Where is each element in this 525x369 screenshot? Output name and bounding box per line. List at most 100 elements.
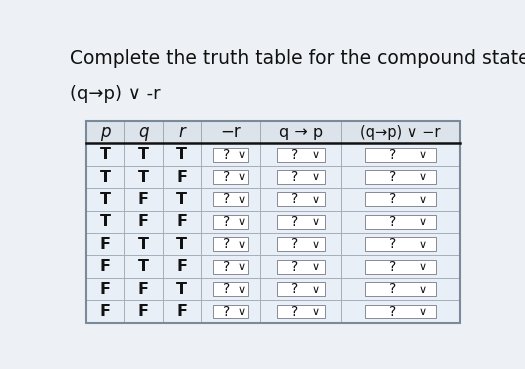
Text: ∨: ∨ — [311, 240, 319, 250]
Bar — [86, 300, 124, 323]
Text: ?: ? — [223, 170, 230, 184]
Bar — [201, 144, 260, 166]
Text: ∨: ∨ — [418, 307, 426, 317]
Text: F: F — [100, 259, 111, 274]
Text: T: T — [100, 147, 111, 162]
Text: ?: ? — [223, 148, 230, 162]
Text: ∨: ∨ — [237, 284, 245, 294]
Bar — [260, 188, 341, 211]
Bar — [86, 166, 124, 188]
Bar — [341, 300, 460, 323]
Text: T: T — [100, 192, 111, 207]
Text: ?: ? — [291, 237, 299, 251]
Text: ∨: ∨ — [418, 150, 426, 160]
Text: F: F — [100, 282, 111, 297]
Bar — [86, 255, 124, 278]
Text: ∨: ∨ — [418, 262, 426, 272]
Bar — [201, 300, 260, 323]
Bar — [365, 260, 436, 274]
Text: q → p: q → p — [279, 125, 323, 140]
Text: F: F — [176, 214, 187, 230]
Bar — [163, 233, 201, 255]
Bar — [124, 121, 163, 144]
Bar — [86, 121, 124, 144]
Text: T: T — [138, 169, 149, 184]
Text: −r: −r — [220, 123, 241, 141]
Text: T: T — [176, 147, 187, 162]
Bar — [86, 144, 124, 166]
Bar — [86, 188, 124, 211]
Bar — [213, 304, 248, 318]
Text: p: p — [100, 123, 110, 141]
Bar — [124, 211, 163, 233]
Bar — [163, 211, 201, 233]
Bar — [260, 255, 341, 278]
Bar — [365, 215, 436, 229]
Text: ∨: ∨ — [237, 262, 245, 272]
Bar — [163, 166, 201, 188]
Text: ∨: ∨ — [237, 307, 245, 317]
Text: ?: ? — [291, 215, 299, 229]
Text: F: F — [100, 304, 111, 319]
Text: (q→p) ∨ −r: (q→p) ∨ −r — [361, 125, 441, 140]
Text: ∨: ∨ — [418, 172, 426, 183]
Text: ?: ? — [223, 193, 230, 206]
Bar — [163, 255, 201, 278]
Text: ∨: ∨ — [311, 284, 319, 294]
Bar — [213, 148, 248, 162]
Bar — [365, 237, 436, 251]
Bar — [213, 260, 248, 274]
Text: F: F — [176, 304, 187, 319]
Text: ?: ? — [291, 193, 299, 206]
Text: T: T — [176, 192, 187, 207]
Text: ?: ? — [291, 282, 299, 296]
Bar — [124, 233, 163, 255]
Text: ∨: ∨ — [418, 240, 426, 250]
Bar — [86, 121, 460, 323]
Bar — [365, 304, 436, 318]
Bar — [124, 144, 163, 166]
Text: ?: ? — [388, 193, 396, 206]
Bar — [201, 278, 260, 300]
Bar — [341, 211, 460, 233]
Text: ∨: ∨ — [237, 150, 245, 160]
Bar — [213, 237, 248, 251]
Bar — [213, 170, 248, 184]
Text: ?: ? — [388, 237, 396, 251]
Text: F: F — [138, 192, 149, 207]
Text: ?: ? — [223, 304, 230, 318]
Bar — [341, 278, 460, 300]
Text: ∨: ∨ — [237, 240, 245, 250]
Bar — [365, 193, 436, 206]
Text: ?: ? — [388, 260, 396, 274]
Bar — [341, 255, 460, 278]
Bar — [213, 215, 248, 229]
Bar — [277, 304, 325, 318]
Bar — [260, 121, 341, 144]
Bar — [341, 166, 460, 188]
Bar — [260, 166, 341, 188]
Text: T: T — [138, 237, 149, 252]
Bar — [341, 233, 460, 255]
Text: ∨: ∨ — [311, 172, 319, 183]
Text: ?: ? — [291, 148, 299, 162]
Bar — [201, 121, 260, 144]
Bar — [277, 237, 325, 251]
Text: ?: ? — [291, 260, 299, 274]
Text: ∨: ∨ — [418, 195, 426, 205]
Text: T: T — [176, 237, 187, 252]
Bar — [277, 260, 325, 274]
Text: F: F — [176, 169, 187, 184]
Bar — [86, 211, 124, 233]
Bar — [277, 148, 325, 162]
Bar — [124, 300, 163, 323]
Text: T: T — [100, 214, 111, 230]
Bar — [277, 170, 325, 184]
Text: ?: ? — [291, 304, 299, 318]
Text: ?: ? — [223, 282, 230, 296]
Text: F: F — [100, 237, 111, 252]
Text: ∨: ∨ — [311, 150, 319, 160]
Text: (q→p) ∨ -r: (q→p) ∨ -r — [70, 86, 160, 103]
Bar — [365, 170, 436, 184]
Bar — [124, 188, 163, 211]
